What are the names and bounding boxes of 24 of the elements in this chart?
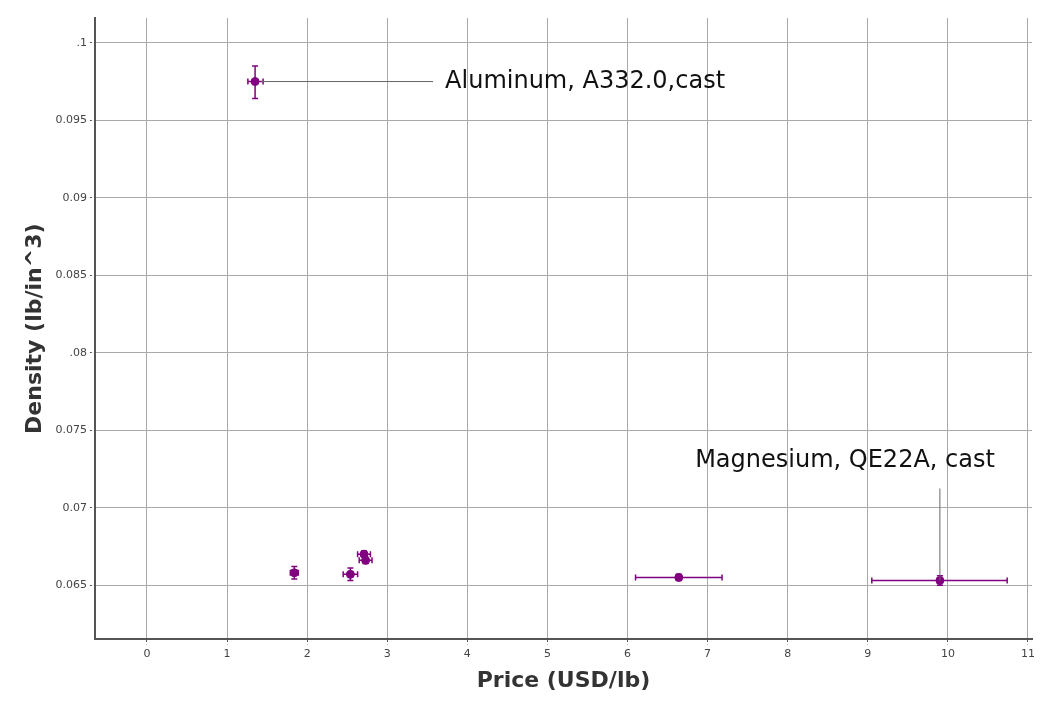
y-tick-label: 0.095 [55, 113, 87, 127]
y-tick-label: 0.09 [62, 190, 87, 204]
x-tick-label: 9 [864, 646, 872, 660]
x-tick-label: 6 [624, 646, 632, 660]
annotation: Aluminum, A332.0,cast [445, 65, 726, 94]
x-tick-label: 7 [704, 646, 712, 660]
x-tick-label: 5 [543, 646, 551, 660]
x-tick-label: 2 [303, 646, 311, 660]
x-tick-label: 11 [1021, 646, 1035, 660]
x-axis-title: Price (USD/lb) [476, 666, 651, 692]
x-tick-label: 4 [463, 646, 471, 660]
y-tick-label: 0.085 [55, 268, 87, 282]
y-tick-label: 0.07 [62, 500, 87, 514]
x-tick-label: 8 [784, 646, 792, 660]
y-tick-label: 0.075 [55, 423, 87, 437]
y-tick-label: .1 [76, 35, 87, 49]
x-tick-label: 0 [143, 646, 151, 660]
y-axis-title: Density (lb/in^3) [20, 223, 46, 434]
x-tick-label: 1 [223, 646, 231, 660]
annotation: Magnesium, QE22A, cast [695, 444, 995, 473]
x-tick-label: 10 [940, 646, 955, 660]
x-tick-label: 3 [383, 646, 391, 660]
y-tick-label: .08 [69, 345, 87, 359]
y-tick-label: 0.065 [55, 578, 87, 592]
